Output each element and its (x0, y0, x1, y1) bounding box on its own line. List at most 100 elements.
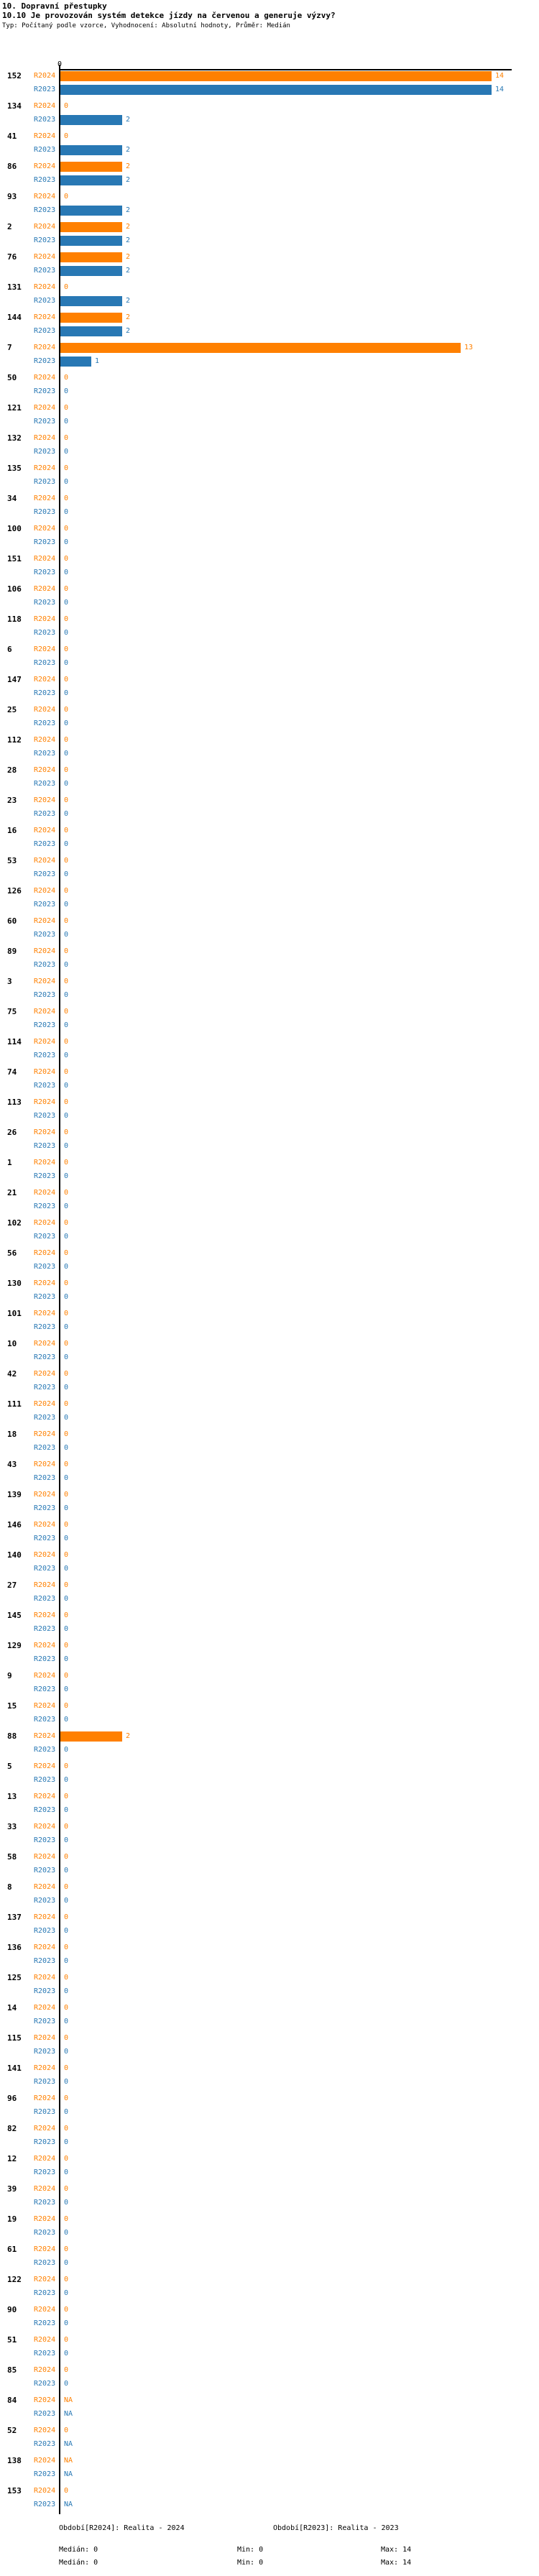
value-r2024: 2 (126, 223, 131, 231)
row-group: 115 R2024 0 R2023 0 (0, 2032, 539, 2062)
series-label-r2023: R2023 (34, 931, 56, 939)
value-r2023: 0 (64, 2048, 69, 2056)
series-label-r2024: R2024 (34, 374, 56, 382)
series-label-r2023: R2023 (34, 236, 56, 244)
series-label-r2024: R2024 (34, 2094, 56, 2102)
chart-subtitle: Typ: Počítaný podle vzorce, Vyhodnocení:… (2, 22, 290, 29)
series-label-r2023: R2023 (34, 1504, 56, 1512)
value-r2024: 0 (64, 1944, 69, 1951)
bar-r2024 (60, 313, 122, 323)
series-label-r2023: R2023 (34, 2018, 56, 2025)
row-id: 129 (7, 1641, 22, 1650)
row-id: 153 (7, 2486, 22, 2496)
series-label-r2024: R2024 (34, 1672, 56, 1680)
value-r2023: 2 (126, 176, 131, 184)
row-group: 125 R2024 0 R2023 0 (0, 1972, 539, 2002)
row-id: 118 (7, 615, 22, 624)
series-label-r2023: R2023 (34, 750, 56, 758)
series-label-r2023: R2023 (34, 1444, 56, 1452)
value-r2024: 0 (64, 102, 69, 110)
row-group: 130 R2024 0 R2023 0 (0, 1277, 539, 1307)
row-id: 144 (7, 313, 22, 322)
value-r2023: 0 (64, 719, 69, 727)
row-id: 132 (7, 433, 22, 443)
series-label-r2024: R2024 (34, 2306, 56, 2314)
row-group: 34 R2024 0 R2023 0 (0, 492, 539, 523)
value-r2023: 0 (64, 1414, 69, 1422)
series-label-r2024: R2024 (34, 1159, 56, 1167)
row-group: 102 R2024 0 R2023 0 (0, 1217, 539, 1247)
row-id: 147 (7, 675, 22, 684)
series-label-r2023: R2023 (34, 1836, 56, 1844)
value-r2024: 0 (64, 1038, 69, 1046)
value-r2024: 0 (64, 736, 69, 744)
series-label-r2023: R2023 (34, 1685, 56, 1693)
row-id: 114 (7, 1037, 22, 1046)
row-group: 6 R2024 0 R2023 0 (0, 643, 539, 673)
series-label-r2023: R2023 (34, 2078, 56, 2086)
row-group: 126 R2024 0 R2023 0 (0, 885, 539, 915)
value-r2023: NA (64, 2440, 73, 2448)
row-id: 2 (7, 222, 12, 231)
row-group: 12 R2024 0 R2023 0 (0, 2153, 539, 2183)
bar-r2023 (60, 356, 91, 367)
row-group: 135 R2024 0 R2023 0 (0, 462, 539, 492)
series-label-r2024: R2024 (34, 344, 56, 351)
row-group: 139 R2024 0 R2023 0 (0, 1489, 539, 1519)
row-group: 138 R2024 NA R2023 NA (0, 2455, 539, 2485)
value-r2023: 0 (64, 1595, 69, 1603)
row-group: 42 R2024 0 R2023 0 (0, 1368, 539, 1398)
row-group: 84 R2024 NA R2023 NA (0, 2394, 539, 2424)
value-r2024: 0 (64, 1974, 69, 1982)
row-id: 139 (7, 1490, 22, 1499)
bar-r2024 (60, 222, 122, 232)
stat-max-r2024: Max: 14 (381, 2546, 412, 2554)
row-group: 15 R2024 0 R2023 0 (0, 1700, 539, 1730)
value-r2024: 0 (64, 404, 69, 412)
series-label-r2023: R2023 (34, 961, 56, 969)
row-group: 144 R2024 2 R2023 2 (0, 311, 539, 341)
row-group: 60 R2024 0 R2023 0 (0, 915, 539, 945)
value-r2024: 0 (64, 1762, 69, 1770)
value-r2023: 2 (126, 297, 131, 305)
row-id: 26 (7, 1128, 17, 1137)
bar-r2023 (60, 296, 122, 306)
row-id: 113 (7, 1098, 22, 1107)
row-group: 141 R2024 0 R2023 0 (0, 2062, 539, 2092)
row-id: 5 (7, 1762, 12, 1771)
value-r2023: 0 (64, 2199, 69, 2207)
row-group: 152 R2024 14 R2023 14 (0, 70, 539, 100)
series-label-r2024: R2024 (34, 1219, 56, 1227)
series-label-r2024: R2024 (34, 1310, 56, 1317)
value-r2024: 0 (64, 2155, 69, 2163)
row-group: 151 R2024 0 R2023 0 (0, 553, 539, 583)
row-id: 61 (7, 2245, 17, 2254)
row-id: 131 (7, 282, 22, 292)
row-id: 96 (7, 2094, 17, 2103)
value-r2024: 0 (64, 1128, 69, 1136)
series-label-r2023: R2023 (34, 991, 56, 999)
series-label-r2024: R2024 (34, 827, 56, 834)
stat-median-r2023: Medián: 0 (59, 2559, 98, 2567)
value-r2023: 0 (64, 418, 69, 426)
value-r2024: 0 (64, 1159, 69, 1167)
series-label-r2024: R2024 (34, 1883, 56, 1891)
value-r2024: 0 (64, 132, 69, 140)
series-label-r2023: R2023 (34, 1142, 56, 1150)
row-group: 132 R2024 0 R2023 0 (0, 432, 539, 462)
series-label-r2023: R2023 (34, 1384, 56, 1392)
series-label-r2023: R2023 (34, 508, 56, 516)
row-group: 5 R2024 0 R2023 0 (0, 1760, 539, 1790)
value-r2023: 0 (64, 1021, 69, 1029)
row-id: 50 (7, 373, 17, 382)
row-id: 75 (7, 1007, 17, 1016)
row-id: 100 (7, 524, 22, 533)
row-id: 60 (7, 916, 17, 926)
series-label-r2023: R2023 (34, 1655, 56, 1663)
series-label-r2023: R2023 (34, 1746, 56, 1754)
row-group: 14 R2024 0 R2023 0 (0, 2002, 539, 2032)
series-label-r2023: R2023 (34, 689, 56, 697)
row-id: 125 (7, 1973, 22, 1982)
series-label-r2024: R2024 (34, 1853, 56, 1861)
series-label-r2023: R2023 (34, 1625, 56, 1633)
